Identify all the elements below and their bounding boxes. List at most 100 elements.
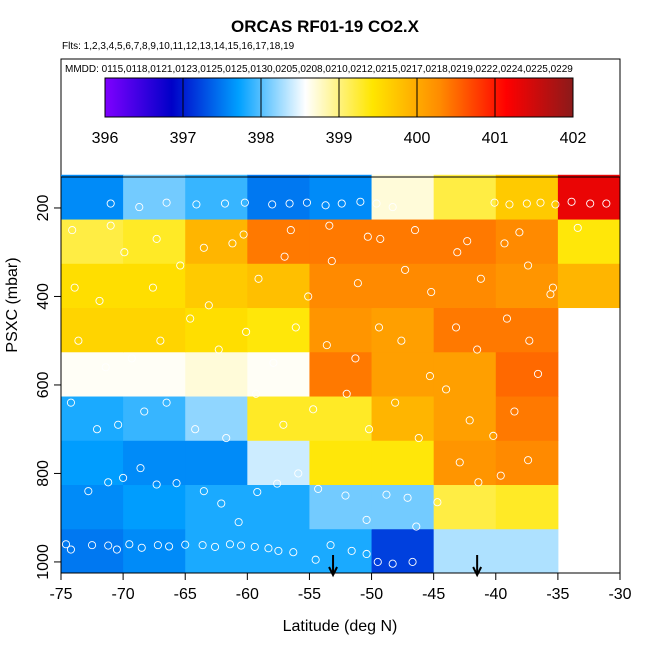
x-tick-label: -75 <box>49 586 72 603</box>
observation-point <box>152 234 161 243</box>
heatmap-cell <box>371 174 435 220</box>
observation-point <box>451 323 461 332</box>
heatmap-cell <box>247 174 310 220</box>
observation-point <box>242 327 251 336</box>
heatmap-cell <box>247 396 310 441</box>
observation-point <box>222 434 231 443</box>
heatmap-cell <box>247 263 310 309</box>
observation-point <box>474 478 483 487</box>
observation-point <box>522 199 531 208</box>
x-axis: -75 -70 -65 -60 -55 -50 -45 -40 -35 -30 <box>49 573 632 603</box>
heatmap-cell <box>185 528 248 573</box>
observation-point <box>309 405 318 414</box>
observation-point <box>156 336 165 345</box>
observation-point <box>524 261 533 270</box>
observation-point <box>66 398 75 407</box>
latitude-markers <box>328 555 483 578</box>
observation-point <box>137 543 146 552</box>
heatmap-cell <box>495 307 559 353</box>
observation-point <box>220 199 230 208</box>
observation-point <box>294 469 303 478</box>
observation-point <box>302 198 312 207</box>
heatmap-cell <box>123 528 186 573</box>
heatmap-cell <box>185 484 248 530</box>
heatmap-cell <box>433 351 497 397</box>
heatmap-cell <box>123 440 186 486</box>
heatmap-cell <box>433 307 497 353</box>
heatmap-cell <box>247 528 310 573</box>
heatmap-cell <box>309 351 373 397</box>
heatmap-cell <box>123 219 186 264</box>
observation-point <box>496 471 505 480</box>
observation-point <box>253 487 262 497</box>
heatmap-cell <box>371 263 435 309</box>
observation-point <box>172 479 181 488</box>
observation-point <box>427 287 436 297</box>
observation-point <box>391 398 400 407</box>
observation-point <box>510 407 519 416</box>
observation-point <box>84 487 93 496</box>
observation-point <box>489 431 498 440</box>
observation-point <box>234 518 243 527</box>
heatmap-cell <box>123 396 186 441</box>
x-tick-label: -60 <box>236 586 259 603</box>
observation-point <box>199 487 208 496</box>
observation-point <box>136 464 145 473</box>
colorbar-tick-label: 396 <box>92 130 119 147</box>
observation-point <box>181 540 190 549</box>
colorbar-tick-label: 399 <box>326 130 353 147</box>
heatmap-cell <box>309 219 373 264</box>
x-tick-label: -30 <box>608 586 631 603</box>
arrow-marker <box>472 555 483 578</box>
observation-point <box>198 541 207 550</box>
heatmap-cell <box>371 351 435 397</box>
heatmap-cell <box>433 263 497 309</box>
observation-point <box>176 261 185 270</box>
y-tick-label: 200 <box>35 195 52 222</box>
x-tick-label: -50 <box>360 586 383 603</box>
observation-point <box>74 336 83 345</box>
observation-point <box>536 198 545 207</box>
heatmap-cell <box>61 174 124 220</box>
observation-point <box>442 385 451 394</box>
observation-point <box>382 490 391 499</box>
x-tick-label: -65 <box>174 586 197 603</box>
observation-point <box>127 354 136 363</box>
y-tick-label: 800 <box>35 460 52 487</box>
observation-point <box>106 221 115 230</box>
observation-point <box>264 544 273 553</box>
heatmap-cell <box>61 307 124 353</box>
heatmap-cell <box>371 484 435 530</box>
colorbar-tick-label: 398 <box>248 130 275 147</box>
colorbar-tick-label: 401 <box>482 130 509 147</box>
heatmap-cell <box>495 263 559 309</box>
observation-point <box>104 478 113 487</box>
heatmap-cell <box>123 174 186 220</box>
observation-point <box>465 416 474 425</box>
colorbar: 396 397 398 399 400 401 402 <box>92 77 586 147</box>
y-tick-label: 400 <box>35 283 52 310</box>
heatmap-cell <box>495 351 559 397</box>
y-tick-label: 1000 <box>35 544 52 580</box>
observation-point <box>524 456 533 465</box>
colorbar-tick-label: 397 <box>170 130 197 147</box>
observation-point <box>325 221 334 230</box>
observation-point <box>114 420 123 429</box>
heatmap-cell <box>61 440 124 486</box>
heatmap-cell <box>495 219 559 264</box>
heatmap-cell <box>557 219 620 264</box>
heatmap-cell <box>371 528 435 573</box>
observation-point <box>240 198 249 207</box>
observation-point <box>374 323 384 332</box>
observation-point <box>356 197 365 206</box>
observation-point <box>326 541 335 550</box>
observation-point <box>311 555 320 564</box>
heatmap-cell <box>495 174 559 220</box>
observation-point <box>135 203 144 212</box>
observation-point <box>66 545 75 554</box>
heatmap-cell <box>371 307 435 353</box>
x-tick-label: -55 <box>298 586 321 603</box>
observation-point <box>239 230 248 239</box>
heatmap-cell <box>557 263 620 309</box>
observation-point <box>237 541 246 550</box>
